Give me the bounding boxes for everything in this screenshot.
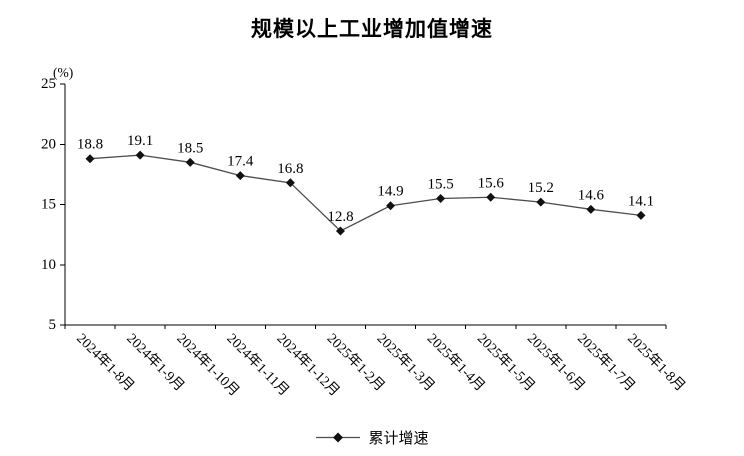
- data-point-marker: [386, 201, 396, 211]
- data-point-marker: [285, 178, 295, 188]
- data-point-label: 15.2: [528, 180, 554, 196]
- data-point-label: 14.6: [578, 187, 605, 203]
- data-point-label: 12.8: [327, 209, 353, 225]
- data-point-marker: [536, 197, 546, 207]
- data-point-label: 17.4: [227, 154, 254, 170]
- legend: 累计增速: [0, 427, 744, 448]
- chart-title: 规模以上工业增加值增速: [251, 17, 493, 41]
- data-point-marker: [185, 157, 195, 167]
- y-tick-label: 15: [41, 197, 56, 213]
- data-point-marker: [486, 192, 496, 202]
- data-point-marker: [586, 204, 596, 214]
- data-point-label: 19.1: [127, 133, 153, 149]
- legend-label: 累计增速: [368, 431, 429, 447]
- data-point-label: 18.8: [77, 137, 103, 153]
- data-point-label: 15.5: [428, 176, 454, 192]
- y-tick-label: 20: [41, 136, 56, 152]
- data-point-marker: [135, 150, 145, 160]
- data-point-label: 14.1: [628, 193, 654, 209]
- data-point-marker: [335, 226, 345, 236]
- data-point-label: 18.5: [177, 140, 203, 156]
- y-tick-label: 5: [49, 317, 57, 333]
- legend-line-diamond-icon: [316, 432, 361, 443]
- unit-label: (%): [53, 65, 73, 80]
- data-point-marker: [235, 171, 245, 181]
- data-point-marker: [636, 210, 646, 220]
- data-point-marker: [436, 193, 446, 203]
- data-point-label: 14.9: [377, 184, 403, 200]
- y-tick-label: 25: [41, 76, 56, 92]
- series-line: [89, 154, 642, 232]
- data-point-label: 15.6: [478, 175, 505, 191]
- data-point-label: 16.8: [277, 161, 303, 177]
- y-tick-label: 10: [41, 257, 56, 273]
- data-point-marker: [85, 154, 95, 164]
